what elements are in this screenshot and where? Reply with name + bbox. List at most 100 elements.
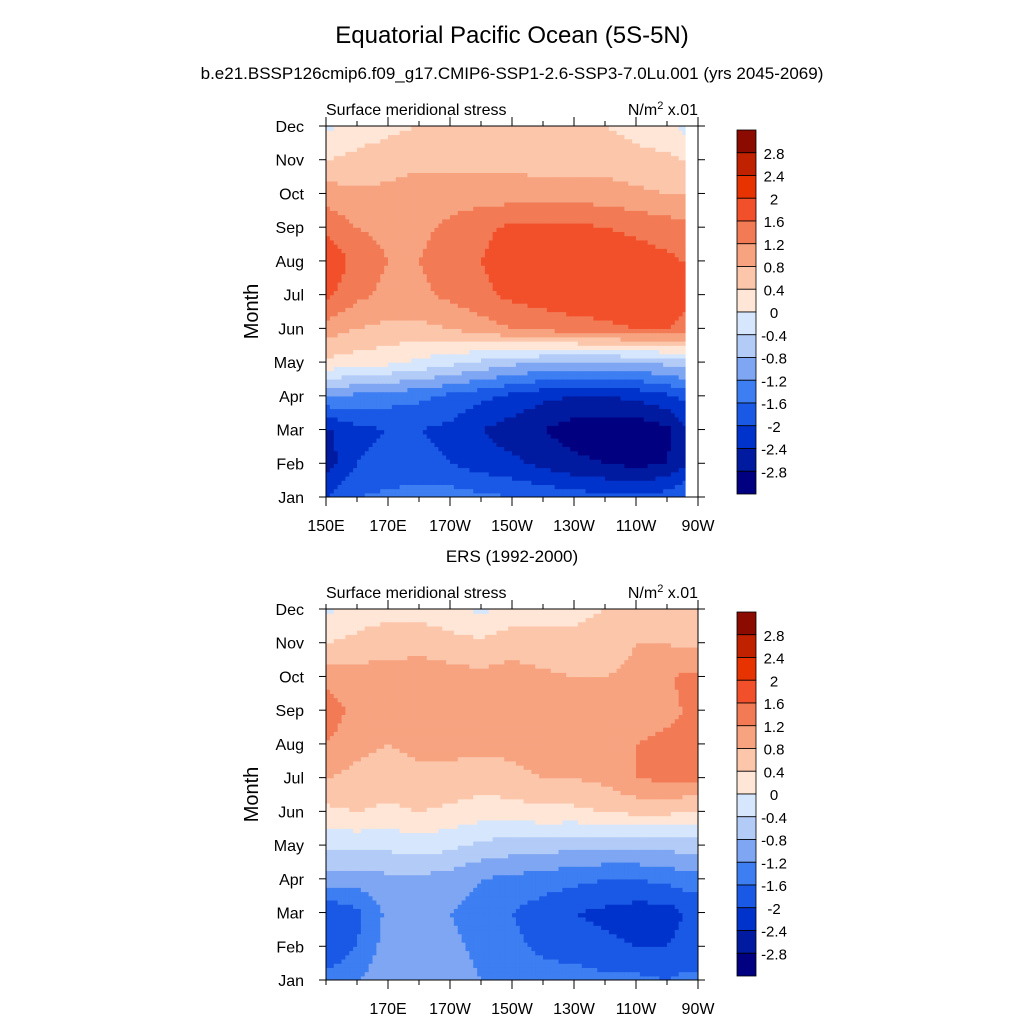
contour-cell [422,437,428,443]
contour-cell [678,298,684,304]
contour-cell [612,362,618,367]
contour-cell [349,425,354,431]
contour-cell [523,362,529,367]
contour-cell [333,366,339,372]
contour-cell [581,336,587,342]
contour-cell [659,273,664,279]
contour-cell [566,324,571,329]
contour-cell [376,357,381,363]
contour-cell [457,383,463,388]
contour-cell [329,429,335,435]
contour-cell [372,429,377,435]
contour-cell [411,319,416,325]
contour-cell [523,400,529,405]
contour-cell [341,387,346,393]
contour-cell [364,391,370,397]
contour-cell [481,328,486,334]
contour-cell [527,303,532,308]
contour-cell [484,408,490,414]
contour-cell [651,437,656,443]
contour-cell [337,345,343,351]
contour-cell [558,307,563,313]
contour-cell [605,286,610,292]
contour-cell [465,273,470,279]
contour-cell [333,408,339,414]
contour-cell [566,311,571,317]
contour-cell [360,442,366,448]
contour-cell [333,286,339,292]
contour-cell [504,404,509,410]
contour-cell [554,484,560,490]
contour-cell [543,307,548,313]
contour-cell [450,416,455,422]
contour-cell [574,480,579,485]
contour-cell [643,425,649,431]
contour-cell [589,429,594,435]
contour-cell [407,471,412,477]
contour-cell [442,298,447,304]
contour-cell [682,467,687,473]
contour-cell [512,484,517,490]
contour-cell [523,425,529,431]
contour-cell [636,341,641,346]
contour-cell [357,484,362,490]
contour-cell [345,463,350,469]
contour-cell [484,421,490,426]
contour-cell [473,294,478,300]
contour-cell [329,328,335,334]
contour-cell [670,383,676,388]
contour-cell [655,480,660,485]
contour-cell [539,357,544,363]
contour-cell [368,332,374,338]
contour-cell [333,446,339,452]
contour-cell [562,281,567,287]
contour-cell [399,400,405,405]
contour-cell [353,412,358,418]
contour-cell [543,349,548,355]
contour-cell [554,336,560,342]
contour-cell [419,290,424,296]
contour-cell [655,467,660,473]
contour-cell [558,336,563,342]
contour-cell [546,433,552,439]
contour-cell [659,412,664,418]
contour-cell [329,463,335,469]
contour-cell [566,429,571,435]
contour-cell [345,454,350,460]
contour-cell [550,475,556,481]
contour-cell [496,488,501,494]
contour-cell [519,454,525,460]
contour-cell [492,408,498,414]
contour-cell [508,429,513,435]
contour-cell [461,492,467,497]
contour-cell [527,492,532,497]
contour-cell [415,421,420,426]
contour-cell [368,277,374,283]
contour-cell [496,303,501,308]
contour-cell [566,286,571,292]
contour-cell [357,290,362,296]
contour-cell [667,387,672,393]
contour-cell [616,450,622,456]
contour-cell [395,454,401,460]
contour-cell [678,404,684,410]
contour-cell [411,315,416,321]
contour-cell [341,480,346,485]
contour-cell [663,281,668,287]
contour-cell [558,416,563,422]
contour-cell [543,412,548,418]
contour-cell [376,311,381,317]
contour-cell [450,459,455,464]
contour-cell [581,471,587,477]
contour-cell [349,471,354,477]
contour-cell [577,357,583,363]
contour-cell [601,370,606,376]
contour-cell [488,357,494,363]
contour-cell [407,324,412,329]
contour-cell [616,484,622,490]
contour-cell [360,404,366,410]
contour-cell [481,421,486,426]
contour-cell [601,454,606,460]
contour-cell [539,450,544,456]
contour-cell [349,475,354,481]
